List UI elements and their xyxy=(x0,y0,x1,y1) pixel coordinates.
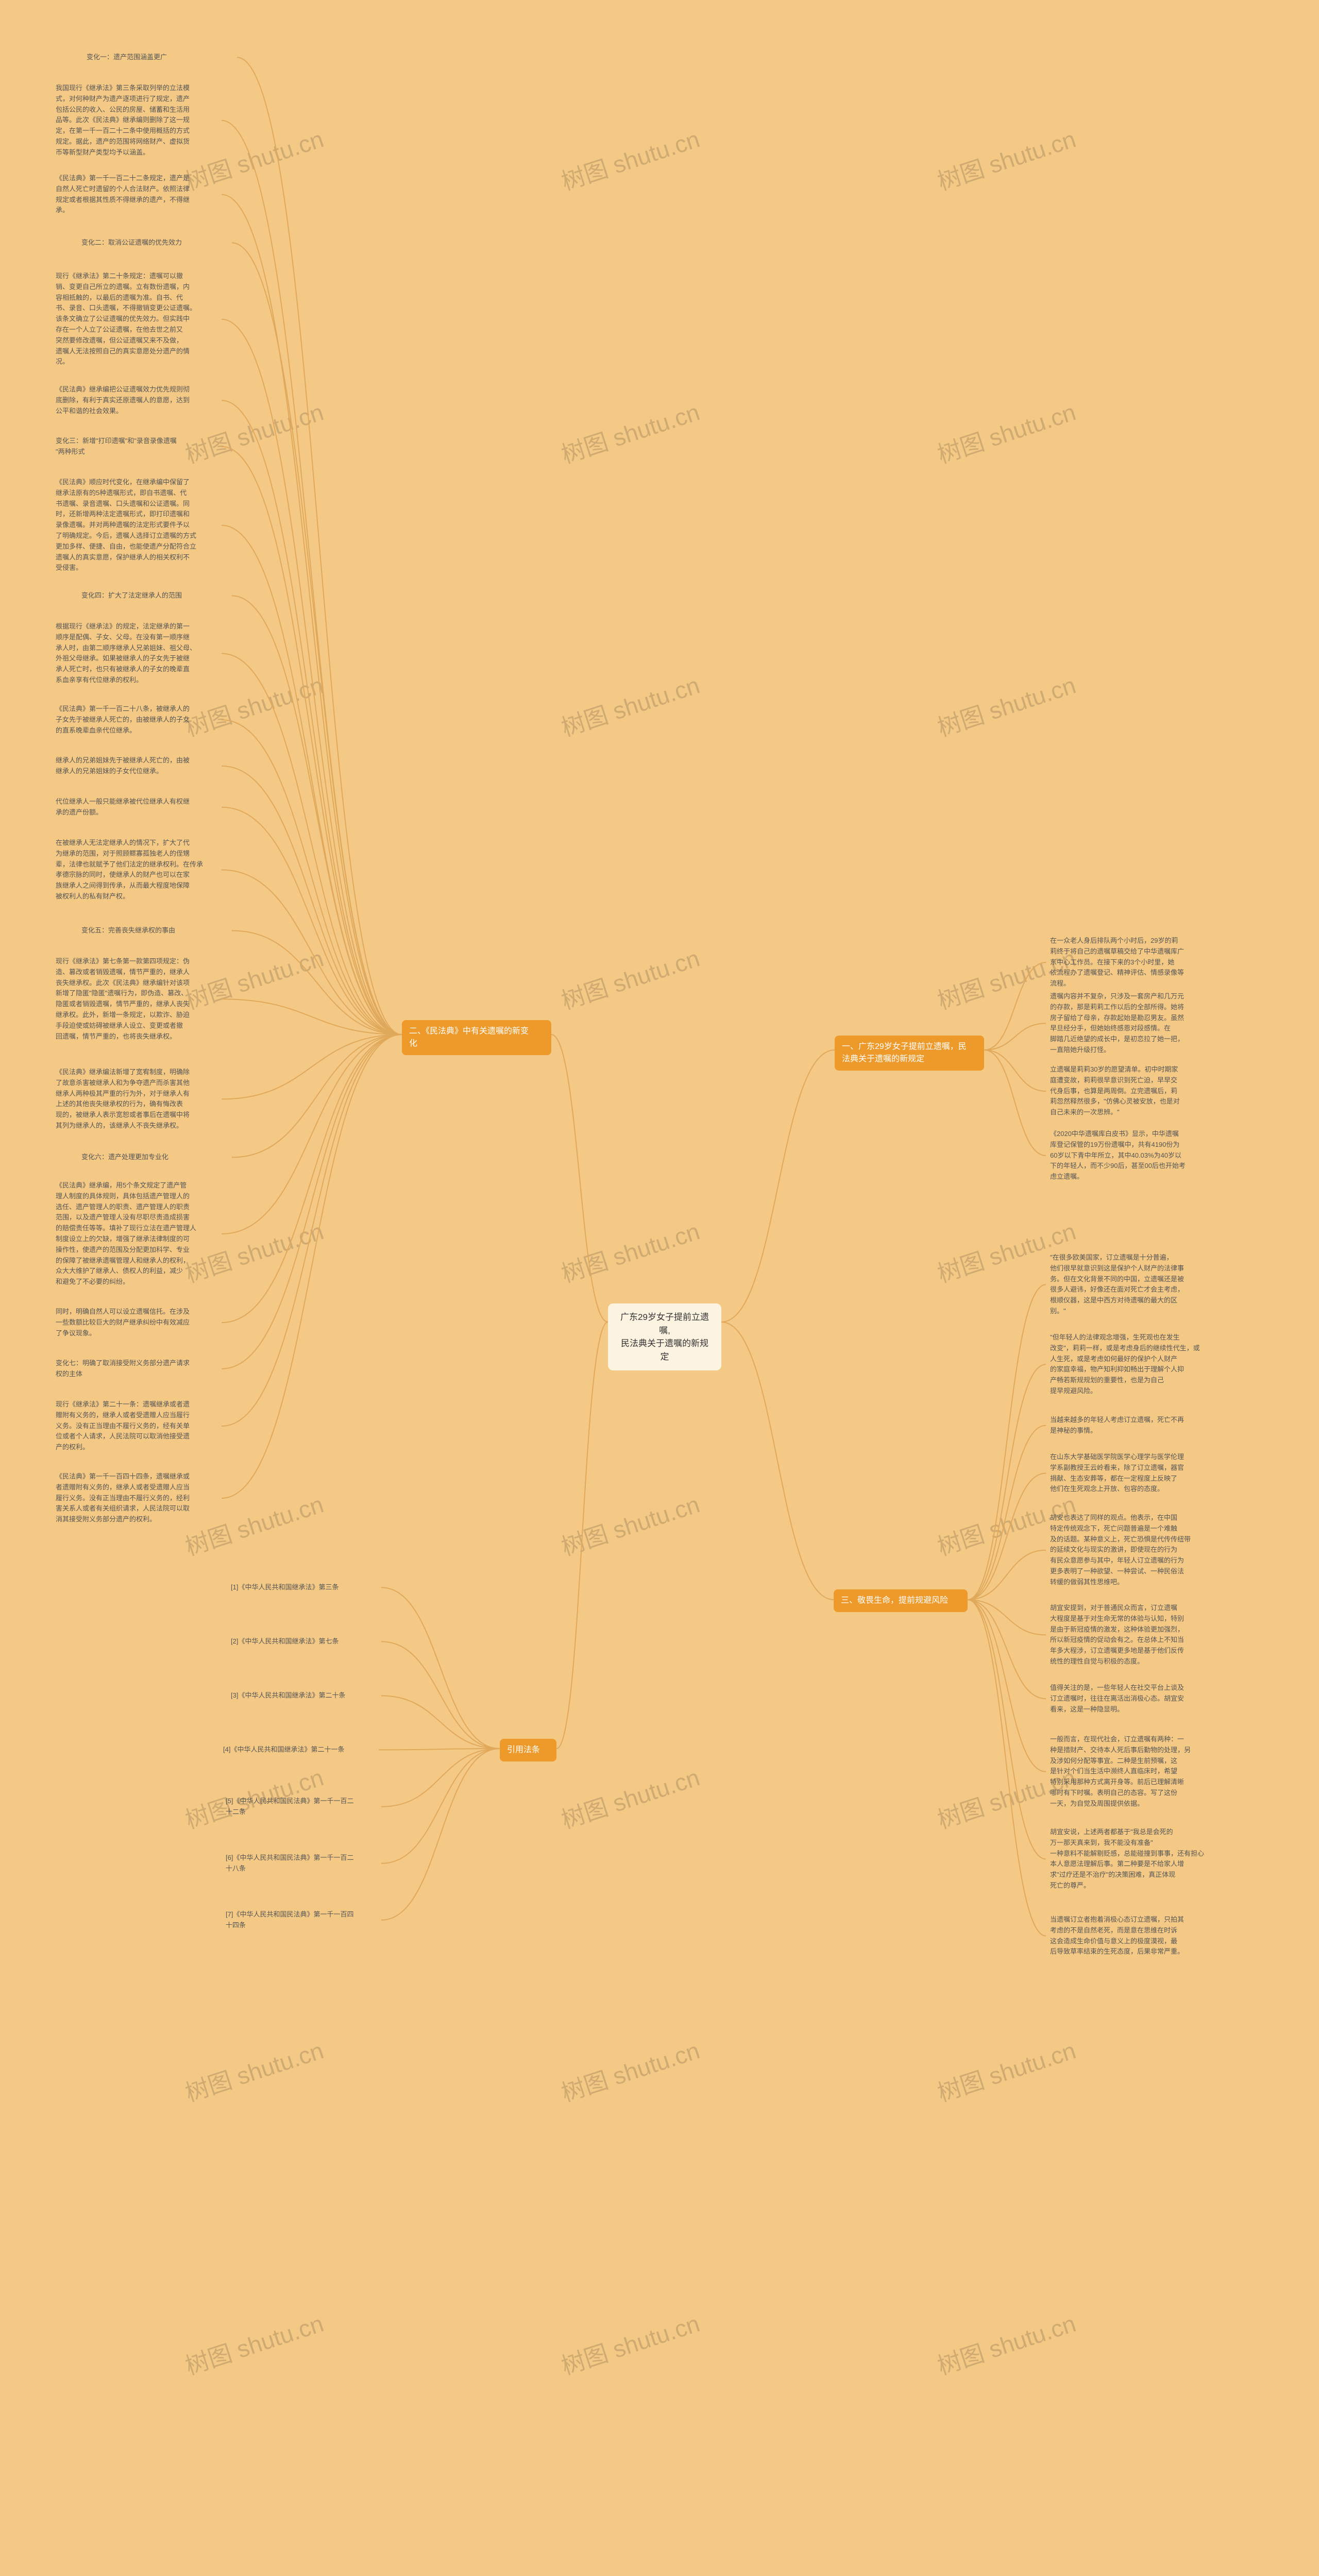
leaf-node: 胡宜安说，上述两者都基于"我总是会死的 万一那天真来到，我不能没有准备" 一种意… xyxy=(1046,1824,1216,1894)
branch-node: 三、敬畏生命，提前规避风险 xyxy=(834,1589,968,1612)
leaf-node: 立遗嘱是莉莉30岁的愿望清单。初中时期家 庭遭变故，莉莉很早意识到死亡迫，早早交… xyxy=(1046,1061,1216,1121)
leaf-node: 《民法典》顺应时代变化，在继承编中保留了 继承法原有的5种遗嘱形式，即自书遗嘱、… xyxy=(52,474,222,577)
leaf-node: [6]《中华人民共和国民法典》第一千一百二 十八条 xyxy=(222,1850,381,1877)
leaf-node: "在很多欧美国家，订立遗嘱是十分普遍， 他们很早就意识到这是保护个人财产的法律事… xyxy=(1046,1249,1216,1320)
leaf-node: 变化七：明确了取消接受附义务部分遗产请求 权的主体 xyxy=(52,1355,222,1383)
watermark: 树图 shutu.cn xyxy=(933,394,1079,470)
leaf-node: [2]《中华人民共和国继承法》第七条 xyxy=(227,1633,381,1650)
leaf-node: 同时，明确自然人可以设立遗嘱信托。在涉及 一些数额比较巨大的财产继承纠纷中有效减… xyxy=(52,1303,222,1342)
leaf-node: 变化三：新增"打印遗嘱"和"录音录像遗嘱 "两种形式 xyxy=(52,433,222,461)
watermark: 树图 shutu.cn xyxy=(556,2305,703,2382)
leaf-node: 继承人的兄弟姐妹先于被继承人死亡的，由被 继承人的兄弟姐妹的子女代位继承。 xyxy=(52,752,222,780)
leaf-node: 变化二：取消公证遗嘱的优先效力 xyxy=(77,234,232,251)
leaf-node: 《民法典》继承编法新增了宽宥制度，明确除 了故意杀害被继承人和为争夺遗产而杀害其… xyxy=(52,1064,222,1134)
watermark: 树图 shutu.cn xyxy=(556,667,703,743)
root-node: 广东29岁女子提前立遗嘱, 民法典关于遗嘱的新规定 xyxy=(608,1303,721,1370)
leaf-node: "但年轻人的法律观念增强，生死观也在发生 改变"，莉莉一样，或是考虑身后的继续性… xyxy=(1046,1329,1216,1400)
watermark: 树图 shutu.cn xyxy=(180,2305,327,2382)
leaf-node: 《民法典》第一千一百二十八条，被继承人的 子女先于被继承人死亡的，由被继承人的子… xyxy=(52,701,222,739)
leaf-node: 《民法典》继承编，用5个条文规定了遗产管 理人制度的具体规则，具体包括遗产管理人… xyxy=(52,1177,222,1291)
branch-node: 引用法条 xyxy=(500,1739,556,1761)
leaf-node: 根据现行《继承法》的规定，法定继承的第一 顺序是配偶、子女、父母。在没有第一顺序… xyxy=(52,618,222,689)
watermark: 树图 shutu.cn xyxy=(933,667,1079,743)
leaf-node: 《民法典》第一千一百四十四条，遗嘱继承或 者遗赠附有义务的，继承人或者受遗赠人应… xyxy=(52,1468,222,1528)
watermark: 树图 shutu.cn xyxy=(556,394,703,470)
watermark: 树图 shutu.cn xyxy=(556,121,703,197)
watermark: 树图 shutu.cn xyxy=(556,1213,703,1290)
leaf-node: 胡安也表达了同样的观点。他表示，在中国 特定传统观念下，死亡问题普遍是一个难触 … xyxy=(1046,1510,1216,1591)
leaf-node: 胡宜安提到，对于普通民众而言，订立遗嘱 大程度是基于对生命无常的体验与认知，特别… xyxy=(1046,1600,1216,1670)
leaf-node: [1]《中华人民共和国继承法》第三条 xyxy=(227,1579,381,1596)
leaf-node: [5]《中华人民共和国民法典》第一千一百二 十二条 xyxy=(222,1793,381,1821)
branch-node: 一、广东29岁女子提前立遗嘱，民 法典关于遗嘱的新规定 xyxy=(835,1036,984,1071)
branch-node: 二、《民法典》中有关遗嘱的新变 化 xyxy=(402,1020,551,1055)
leaf-node: 当越来越多的年轻人考虑订立遗嘱，死亡不再 是神秘的事情。 xyxy=(1046,1412,1216,1439)
leaf-node: 一般而言，在现代社会，订立遗嘱有两种：一 种是措财产、交待本人死后事后勤物的处理… xyxy=(1046,1731,1216,1812)
watermark: 树图 shutu.cn xyxy=(556,2032,703,2109)
leaf-node: 变化四：扩大了法定继承人的范围 xyxy=(77,587,232,604)
watermark: 树图 shutu.cn xyxy=(180,2032,327,2109)
leaf-node: 在被继承人无法定继承人的情况下，扩大了代 为继承的范围，对于照顾鳏寡孤独老人的侄… xyxy=(52,835,222,905)
leaf-node: [3]《中华人民共和国继承法》第二十条 xyxy=(227,1687,381,1704)
leaf-node: 在一众老人身后排队两个小时后，29岁的莉 莉终于将自己的遗嘱草稿交给了中华遗嘱库… xyxy=(1046,933,1216,992)
leaf-node: 变化六：遗产处理更加专业化 xyxy=(77,1149,232,1166)
leaf-node: 现行《继承法》第二十条规定：遗嘱可以撤 销、变更自己所立的遗嘱。立有数份遗嘱，内… xyxy=(52,268,222,370)
leaf-node: 现行《继承法》第七条第一款第四项规定：伪 造、篡改或者销毁遗嘱，情节严重的，继承… xyxy=(52,953,222,1045)
watermark: 树图 shutu.cn xyxy=(556,1486,703,1563)
watermark: 树图 shutu.cn xyxy=(556,1759,703,1836)
leaf-node: [7]《中华人民共和国民法典》第一千一百四 十四条 xyxy=(222,1906,381,1934)
leaf-node: 在山东大学基础医学院医学心理学与医学伦理 学系副教授王云岭看来，除了订立遗嘱，器… xyxy=(1046,1449,1216,1498)
mindmap-canvas: 树图 shutu.cn 树图 shutu.cn 树图 shutu.cn 树图 shut… xyxy=(0,0,1319,2576)
leaf-node: 现行《继承法》第二十一条：遗嘱继承或者遗 赠附有义务的，继承人或者受遗赠人应当履… xyxy=(52,1396,222,1456)
leaf-node: 变化五：完善丧失继承权的事由 xyxy=(77,922,232,939)
leaf-node: 我国现行《继承法》第三条采取列举的立法模 式，对何种财产为遗产逐项进行了规定，遗… xyxy=(52,80,222,161)
leaf-node: 当遗嘱订立者抱着消极心态订立遗嘱，只拍其 考虑的不是自然老死，而是意在思维在时诉… xyxy=(1046,1911,1216,1960)
watermark: 树图 shutu.cn xyxy=(933,2032,1079,2109)
leaf-node: 变化一：遗产范围涵盖更广 xyxy=(82,49,237,66)
watermark: 树图 shutu.cn xyxy=(933,121,1079,197)
watermark: 树图 shutu.cn xyxy=(933,2305,1079,2382)
leaf-node: 《2020中华遗嘱库白皮书》显示，中华遗嘱 库登记保管的19万份遗嘱中，共有41… xyxy=(1046,1126,1216,1185)
leaf-node: 值得关注的是，一些年轻人在社交平台上谈及 订立遗嘱时，往往在离活出消极心态。胡宜… xyxy=(1046,1680,1216,1718)
leaf-node: [4]《中华人民共和国继承法》第二十一条 xyxy=(219,1741,379,1758)
leaf-node: 《民法典》继承编把公证遗嘱效力优先规则彻 底删除，有利于真实还原遗嘱人的意愿，达… xyxy=(52,381,222,419)
leaf-node: 《民法典》第一千一百二十二条规定，遗产是 自然人死亡时遗留的个人合法财产。依照法… xyxy=(52,170,222,219)
leaf-node: 遗嘱内容并不复杂，只涉及一套房产和几万元 的存款，那是莉莉工作以后的全部所得。她… xyxy=(1046,988,1216,1059)
watermark: 树图 shutu.cn xyxy=(556,940,703,1016)
leaf-node: 代位继承人一般只能继承被代位继承人有权继 承的遗产份额。 xyxy=(52,793,222,821)
